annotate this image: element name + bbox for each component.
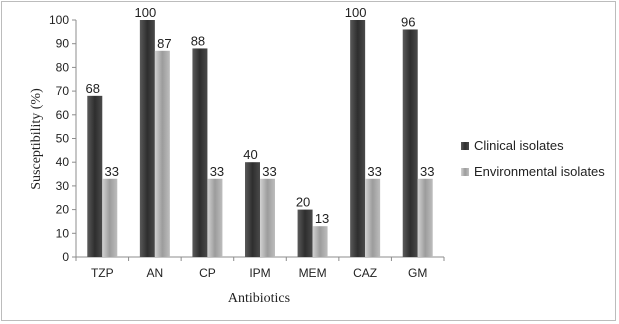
axes: 0 10 20 30 40 50 60 70 80 90 100 TZP AN CP IPM MEM CAZ GM — [49, 13, 445, 280]
x-tick-label: IPM — [249, 266, 270, 280]
data-label: 13 — [315, 211, 329, 226]
bars — [87, 20, 433, 258]
bar-clinical — [245, 162, 260, 257]
x-tick-label: CP — [199, 266, 216, 280]
y-tick-label: 60 — [56, 108, 70, 122]
y-tick-label: 100 — [49, 13, 69, 27]
data-label: 33 — [367, 164, 381, 179]
legend-swatch-environmental — [461, 168, 469, 176]
data-label: 33 — [420, 164, 434, 179]
bar-clinical — [350, 20, 366, 257]
legend-label: Environmental isolates — [474, 164, 605, 179]
data-label: 88 — [191, 33, 205, 48]
bar-environmental — [154, 50, 170, 258]
bar-clinical — [402, 29, 418, 258]
data-label: 100 — [135, 5, 157, 20]
data-label: 100 — [345, 5, 367, 20]
x-tick-label: GM — [408, 266, 427, 280]
data-label: 96 — [401, 14, 415, 29]
y-tick-label: 50 — [56, 132, 70, 146]
y-tick-label: 40 — [56, 155, 70, 169]
data-label: 33 — [105, 164, 119, 179]
y-axis-title: Susceptibility (%) — [29, 88, 44, 190]
y-tick-label: 90 — [56, 37, 70, 51]
y-tick-label: 70 — [56, 84, 70, 98]
x-axis-title: Antibiotics — [228, 291, 290, 306]
y-tick-label: 10 — [56, 226, 70, 240]
data-label: 20 — [296, 195, 310, 210]
bar-clinical — [139, 20, 155, 257]
data-label: 40 — [243, 147, 257, 162]
x-tick-label: TZP — [91, 266, 114, 280]
data-label: 33 — [210, 164, 224, 179]
y-tick-label: 0 — [62, 250, 69, 264]
legend: Clinical isolates Environmental isolates — [461, 138, 605, 179]
bar-clinical — [192, 48, 208, 257]
x-tick-label: MEM — [299, 266, 327, 280]
bar-environmental — [207, 178, 223, 257]
bar-environmental — [260, 178, 275, 257]
data-label: 68 — [86, 81, 100, 96]
legend-swatch-clinical — [461, 142, 469, 150]
x-tick-label: CAZ — [353, 266, 377, 280]
y-tick-label: 30 — [56, 179, 70, 193]
bar-clinical — [87, 95, 103, 257]
bar-environmental — [102, 178, 118, 257]
legend-label: Clinical isolates — [474, 138, 564, 153]
bar-environmental — [312, 226, 328, 257]
y-tick-label: 80 — [56, 60, 70, 74]
bar-clinical — [297, 209, 313, 257]
data-labels: 68 33 100 87 88 33 40 33 20 13 100 33 96 33 — [86, 5, 435, 226]
bar-environmental — [365, 178, 381, 257]
x-tick-label: AN — [147, 266, 164, 280]
y-tick-label: 20 — [56, 203, 70, 217]
bar-environmental — [417, 178, 433, 257]
data-label: 33 — [262, 164, 276, 179]
data-label: 87 — [157, 36, 171, 51]
